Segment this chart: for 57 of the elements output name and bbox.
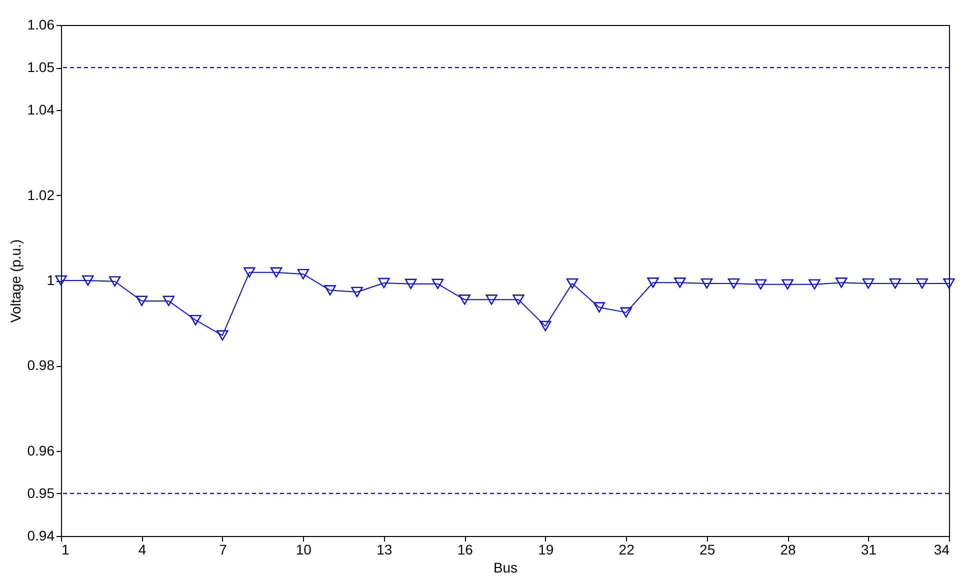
x-tick-label: 10 <box>296 542 312 558</box>
y-tick-label: 1.02 <box>27 186 55 203</box>
point <box>82 275 94 286</box>
point <box>700 278 713 289</box>
point <box>943 278 955 289</box>
x-tick-label: 7 <box>219 542 228 558</box>
x-tick-label: 31 <box>860 542 877 558</box>
point <box>432 278 444 290</box>
y-tick-label: 1.04 <box>27 102 55 118</box>
point <box>297 268 310 280</box>
point <box>270 267 282 278</box>
point <box>162 296 174 306</box>
point <box>216 330 228 341</box>
x-tick-label: 25 <box>700 542 716 558</box>
point <box>836 277 848 288</box>
point <box>647 277 659 288</box>
point <box>351 286 363 298</box>
x-tick-label: 34 <box>934 542 950 558</box>
y-tick-label: 1.05 <box>27 59 55 76</box>
y-tick-label: 0.98 <box>27 357 55 374</box>
point <box>486 294 498 305</box>
y-tick-label: 0.95 <box>27 484 55 501</box>
point <box>136 296 148 306</box>
x-axis-title: Bus <box>493 560 518 576</box>
point <box>190 314 202 326</box>
x-tick-label: 13 <box>376 542 392 558</box>
y-tick-label: 0.96 <box>27 442 55 458</box>
y-tick-label: 1.06 <box>27 16 55 32</box>
point <box>728 278 740 289</box>
y-tick-label: 0.94 <box>27 528 55 544</box>
point <box>404 278 417 290</box>
point <box>889 278 902 289</box>
point <box>754 279 766 290</box>
point <box>782 279 794 290</box>
point <box>324 285 336 296</box>
x-tick-label: 28 <box>780 542 796 558</box>
point <box>620 307 632 318</box>
point <box>593 302 606 312</box>
y-axis-title: Voltage (p.u.) <box>7 239 24 323</box>
x-tick-label: 4 <box>138 542 146 558</box>
point <box>458 294 470 305</box>
point <box>244 267 256 278</box>
point <box>512 294 524 305</box>
x-tick-label: 19 <box>538 542 554 558</box>
point <box>378 278 390 288</box>
x-tick-label: 22 <box>618 542 635 558</box>
point <box>566 278 578 289</box>
y-tick-label: 1 <box>46 272 55 288</box>
point <box>540 320 552 332</box>
x-tick-label: 1 <box>62 542 70 558</box>
point <box>862 278 874 289</box>
point <box>674 277 686 288</box>
x-tick-label: 16 <box>457 542 474 558</box>
point <box>108 276 121 286</box>
point <box>808 279 820 290</box>
point <box>55 275 67 286</box>
point <box>916 278 928 289</box>
